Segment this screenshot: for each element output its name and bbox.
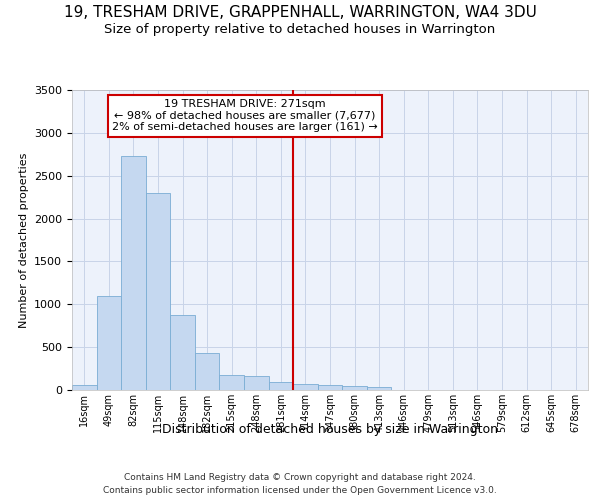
Text: Distribution of detached houses by size in Warrington: Distribution of detached houses by size … [162,422,498,436]
Y-axis label: Number of detached properties: Number of detached properties [19,152,29,328]
Bar [97,296,121,390]
Text: 19, TRESHAM DRIVE, GRAPPENHALL, WARRINGTON, WA4 3DU: 19, TRESHAM DRIVE, GRAPPENHALL, WARRINGT… [64,5,536,20]
Text: 19 TRESHAM DRIVE: 271sqm  
← 98% of detached houses are smaller (7,677)
2% of se: 19 TRESHAM DRIVE: 271sqm ← 98% of detach… [112,99,378,132]
Bar [220,375,244,390]
Bar [244,376,269,390]
Bar [72,386,97,390]
Text: Contains public sector information licensed under the Open Government Licence v3: Contains public sector information licen… [103,486,497,495]
Bar [146,193,170,390]
Text: Contains HM Land Registry data © Crown copyright and database right 2024.: Contains HM Land Registry data © Crown c… [124,472,476,482]
Bar [367,387,391,390]
Bar [342,386,367,390]
Bar [121,156,146,390]
Bar [269,382,293,390]
Bar [318,386,342,390]
Text: Size of property relative to detached houses in Warrington: Size of property relative to detached ho… [104,22,496,36]
Bar [293,384,318,390]
Bar [195,353,220,390]
Bar [170,314,195,390]
